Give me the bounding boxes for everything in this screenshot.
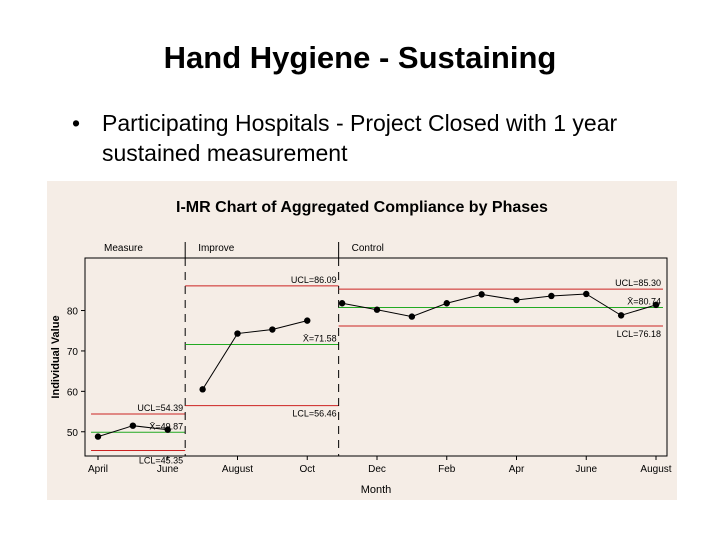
x-axis-label: Month (361, 484, 392, 496)
x-tick-label: June (157, 464, 179, 475)
ucl-label: UCL=54.39 (137, 403, 183, 413)
chart-panel: I-MR Chart of Aggregated Compliance by P… (47, 181, 677, 500)
slide-title: Hand Hygiene - Sustaining (163, 40, 557, 75)
y-tick-label: 80 (67, 307, 79, 318)
data-point (304, 317, 311, 324)
phase-label: Control (352, 243, 384, 254)
x-tick-label: August (640, 464, 671, 475)
data-point (164, 426, 171, 433)
data-point (408, 313, 416, 320)
phase-label: Improve (198, 243, 235, 254)
data-point (199, 386, 206, 393)
data-point (583, 290, 590, 298)
data-point (478, 291, 485, 298)
y-axis-label: Individual Value (50, 315, 62, 398)
chart-title: I-MR Chart of Aggregated Compliance by P… (176, 199, 548, 216)
data-point (548, 292, 555, 300)
bullet-text: Participating Hospitals - Project Closed… (102, 110, 618, 166)
data-point (443, 300, 450, 307)
data-point (94, 433, 102, 440)
x-tick-label: April (88, 464, 108, 475)
y-tick-label: 60 (67, 387, 79, 398)
phase-label: Measure (104, 243, 143, 254)
ucl-label: UCL=86.09 (291, 275, 337, 285)
plot-frame (84, 257, 668, 457)
x-tick-label: August (222, 464, 253, 475)
lcl-label: LCL=56.46 (292, 409, 336, 419)
data-point (513, 296, 520, 304)
mean-label: X̄=80.74 (627, 297, 661, 307)
mean-label: X̄=71.58 (303, 334, 337, 344)
x-tick-label: Feb (438, 464, 456, 475)
imr-chart: I-MR Chart of Aggregated Compliance by P… (50, 199, 672, 496)
x-tick-label: June (575, 464, 597, 475)
y-tick-label: 70 (67, 347, 79, 358)
series-line (202, 320, 308, 390)
y-tick-label: 50 (67, 428, 79, 439)
x-tick-label: Oct (299, 464, 315, 475)
x-tick-label: Apr (509, 464, 525, 475)
data-point (234, 330, 241, 337)
data-point (338, 300, 346, 307)
lcl-label: LCL=76.18 (617, 329, 661, 339)
mean-label: X̄=49.87 (149, 421, 183, 431)
series-line (342, 293, 657, 318)
bullet-symbol: • (72, 110, 81, 136)
x-tick-label: Dec (368, 464, 386, 475)
data-point (652, 301, 660, 309)
ucl-label: UCL=85.30 (615, 278, 661, 288)
data-point (617, 312, 625, 319)
data-point (129, 422, 137, 429)
lcl-label: LCL=45.35 (139, 456, 183, 466)
data-point (373, 306, 381, 313)
data-point (269, 326, 276, 333)
